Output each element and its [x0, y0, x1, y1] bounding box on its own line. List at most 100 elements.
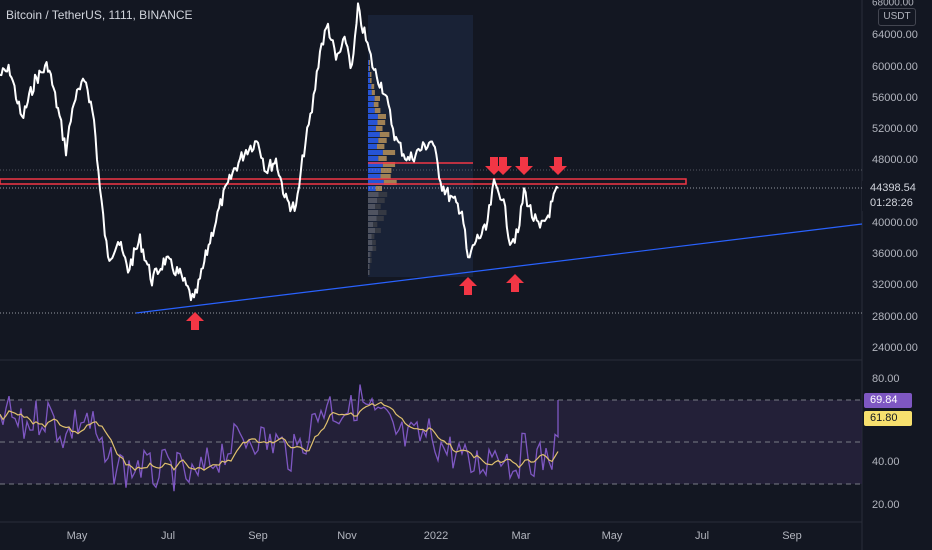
- volume-profile-bar: [378, 156, 387, 161]
- arrow-down-icon: [549, 157, 567, 175]
- ascending-trendline: [135, 223, 863, 314]
- volume-profile-bar: [378, 210, 387, 215]
- volume-profile-bar: [376, 126, 383, 131]
- volume-profile-bar: [372, 240, 376, 245]
- volume-profile-bar: [368, 258, 370, 263]
- volume-profile-bar: [368, 228, 376, 233]
- price-tick: 36000.00: [872, 248, 918, 260]
- price-tick: 56000.00: [872, 92, 918, 104]
- volume-profile-bar: [375, 204, 381, 209]
- time-tick: Jul: [160, 530, 176, 542]
- volume-profile-bar: [382, 150, 396, 155]
- volume-profile-bar: [368, 192, 379, 197]
- volume-profile-bar: [374, 96, 380, 101]
- time-tick: May: [601, 530, 623, 542]
- time-tick: Sep: [248, 530, 268, 542]
- volume-profile-bar: [368, 252, 370, 257]
- volume-profile-bar: [377, 198, 385, 203]
- volume-profile-bar: [371, 84, 375, 89]
- volume-profile-bar: [368, 126, 376, 131]
- volume-profile-bar: [368, 162, 383, 167]
- volume-profile-bar: [368, 114, 378, 119]
- volume-profile-bar: [376, 216, 384, 221]
- volume-profile-bar: [368, 66, 370, 71]
- volume-profile-bar: [368, 204, 375, 209]
- volume-profile-bar: [380, 168, 392, 173]
- volume-profile-bar: [368, 102, 374, 107]
- volume-profile-bar: [375, 228, 381, 233]
- volume-profile-bar: [371, 234, 375, 239]
- volume-profile-bar: [368, 264, 370, 269]
- volume-profile-bar: [368, 234, 372, 239]
- volume-profile-bar: [369, 270, 370, 275]
- volume-profile-bar: [368, 96, 375, 101]
- annotation-arrows: [186, 157, 567, 330]
- volume-profile-bar: [383, 180, 397, 185]
- volume-profile-bar: [368, 210, 379, 215]
- time-tick: Sep: [782, 530, 802, 542]
- price-tick: 64000.00: [872, 29, 918, 41]
- volume-profile-bar: [368, 108, 375, 113]
- volume-profile-bar: [370, 78, 372, 83]
- volume-profile-bar: [373, 102, 379, 107]
- rsi-ma-badge: 61.80: [864, 411, 912, 426]
- symbol-title[interactable]: Bitcoin / TetherUS, 1111, BINANCE: [6, 8, 193, 22]
- volume-profile-bar: [369, 72, 372, 77]
- last-price-label: 44398.54 01:28:26: [862, 181, 932, 211]
- rsi-value-badge: 69.84: [864, 393, 912, 408]
- volume-profile-bar: [372, 246, 377, 251]
- volume-profile-bar: [373, 222, 378, 227]
- price-tick: 60000.00: [872, 61, 918, 73]
- last-price-value: 44398.54: [870, 182, 916, 194]
- volume-profile-bar: [368, 120, 378, 125]
- rsi-ma-line: [0, 401, 559, 472]
- volume-profile-bar: [368, 270, 370, 275]
- resistance-zone: [0, 178, 687, 185]
- volume-profile-bar: [368, 216, 377, 221]
- time-tick: Mar: [511, 530, 531, 542]
- rsi-tick: 40.00: [872, 456, 900, 468]
- volume-profile-bar: [377, 114, 386, 119]
- volume-profile-bar: [368, 90, 372, 95]
- volume-profile-area: [368, 15, 473, 277]
- volume-profile-bar: [369, 66, 370, 71]
- volume-profile-bar: [370, 258, 372, 263]
- price-tick: 28000.00: [872, 311, 918, 323]
- currency-button[interactable]: USDT: [878, 8, 916, 26]
- time-tick: 2022: [423, 530, 449, 542]
- volume-profile-bar: [369, 252, 372, 257]
- volume-profile-bar: [368, 246, 373, 251]
- volume-profile-bar: [368, 144, 377, 149]
- volume-profile-bar: [379, 132, 390, 137]
- volume-profile-bar: [369, 60, 370, 65]
- arrow-down-icon: [494, 157, 512, 175]
- price-tick: 24000.00: [872, 342, 918, 354]
- time-tick: Nov: [337, 530, 357, 542]
- rsi-tick: 20.00: [872, 499, 900, 511]
- volume-profile-bar: [371, 90, 375, 95]
- volume-profile-bar: [380, 174, 391, 179]
- arrow-down-icon: [515, 157, 533, 175]
- rsi-background-band: [0, 400, 862, 484]
- volume-profile-bar: [368, 174, 381, 179]
- volume-profile-bar: [368, 186, 376, 191]
- volume-profile-bar: [368, 78, 370, 83]
- volume-profile-bar: [368, 60, 370, 65]
- volume-profile-bar: [368, 84, 372, 89]
- price-tick-top: 68000.00: [872, 0, 914, 9]
- volume-profile-bar: [368, 150, 383, 155]
- volume-profile-bar: [368, 180, 384, 185]
- arrow-up-icon: [506, 274, 524, 292]
- volume-profile-bar: [369, 264, 371, 269]
- volume-profile-bar: [377, 120, 386, 125]
- price-line: [0, 2, 559, 302]
- volume-profile-bar: [368, 222, 374, 227]
- volume-profile-bars: [368, 60, 397, 275]
- volume-profile-bar: [368, 138, 379, 143]
- arrow-up-icon: [186, 312, 204, 330]
- volume-profile-bar: [378, 192, 388, 197]
- price-tick: 40000.00: [872, 217, 918, 229]
- volume-profile-bar: [377, 144, 385, 149]
- price-tick: 48000.00: [872, 154, 918, 166]
